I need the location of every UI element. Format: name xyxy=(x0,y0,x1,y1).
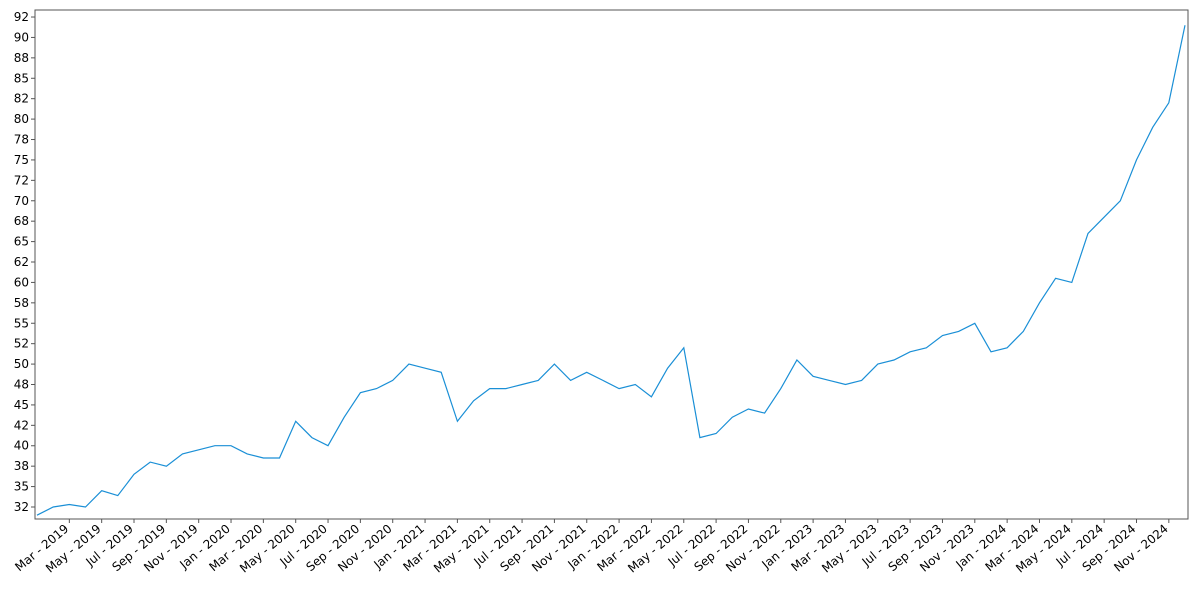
y-tick-label: 35 xyxy=(14,480,29,494)
y-tick-label: 72 xyxy=(14,173,29,187)
y-tick-label: 55 xyxy=(14,316,29,330)
y-tick-label: 50 xyxy=(14,357,29,371)
y-tick-label: 42 xyxy=(14,418,29,432)
y-tick-label: 75 xyxy=(14,153,29,167)
y-tick-label: 82 xyxy=(14,92,29,106)
y-tick-label: 85 xyxy=(14,71,29,85)
y-tick-label: 70 xyxy=(14,194,29,208)
y-tick-label: 68 xyxy=(14,214,29,228)
y-tick-label: 32 xyxy=(14,500,29,514)
y-tick-label: 90 xyxy=(14,30,29,44)
plot-frame xyxy=(34,9,1189,520)
y-tick-label: 52 xyxy=(14,337,29,351)
y-tick-label: 38 xyxy=(14,459,29,473)
y-tick-label: 60 xyxy=(14,275,29,289)
y-tick-label: 58 xyxy=(14,296,29,310)
y-tick-label: 92 xyxy=(14,10,29,24)
y-tick-label: 65 xyxy=(14,235,29,249)
price-line xyxy=(36,25,1186,516)
y-tick-label: 40 xyxy=(14,439,29,453)
y-tick-label: 80 xyxy=(14,112,29,126)
y-tick-label: 48 xyxy=(14,378,29,392)
y-tick-label: 78 xyxy=(14,133,29,147)
y-tick-label: 88 xyxy=(14,51,29,65)
y-tick-label: 62 xyxy=(14,255,29,269)
y-tick-label: 45 xyxy=(14,398,29,412)
